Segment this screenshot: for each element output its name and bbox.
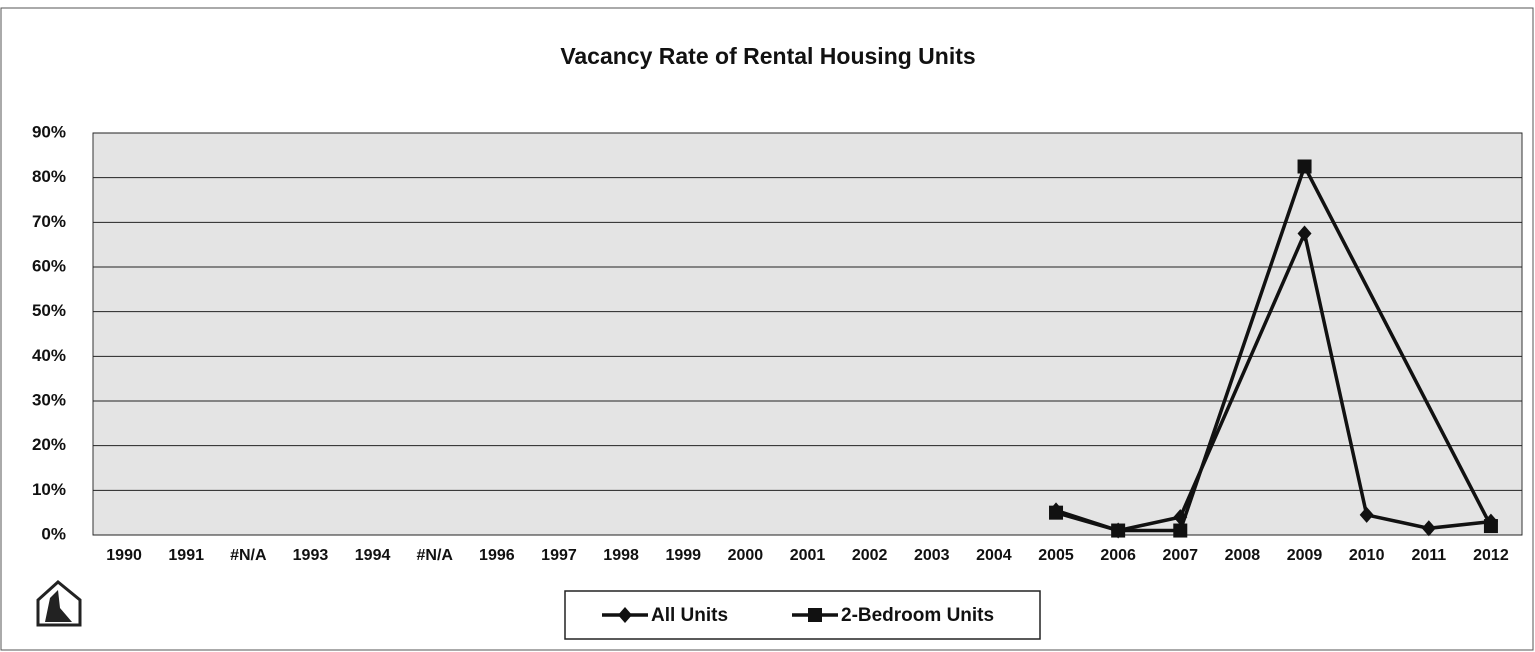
x-tick-label: #N/A [230,547,267,564]
y-tick-label: 70% [32,212,66,231]
x-tick-label: 2008 [1225,547,1261,564]
marker [1173,523,1188,538]
legend-label: All Units [651,605,728,626]
marker [1359,506,1374,523]
marker [1483,519,1498,534]
legend-marker [618,607,632,623]
x-tick-label: 2009 [1287,547,1323,564]
x-tick-label: 2002 [852,547,888,564]
x-tick-label: 2003 [914,547,950,564]
plot-area [92,132,1523,536]
x-tick-label: 2000 [728,547,764,564]
x-tick-label: #N/A [416,547,453,564]
marker [1421,520,1436,537]
y-tick-label: 60% [32,256,66,275]
x-tick-label: 2005 [1038,547,1074,564]
x-tick-label: 2001 [790,547,826,564]
chart-title: Vacancy Rate of Rental Housing Units [560,43,975,69]
y-tick-label: 40% [32,346,66,365]
y-tick-label: 20% [32,435,66,454]
x-tick-label: 1996 [479,547,515,564]
x-tick-label: 2010 [1349,547,1385,564]
legend-marker [808,608,822,622]
x-tick-label: 1997 [541,547,577,564]
marker [1297,225,1312,242]
y-tick-label: 10% [32,480,66,499]
y-tick-label: 30% [32,390,66,409]
x-tick-label: 1990 [106,547,142,564]
marker [1111,523,1126,538]
x-tick-label: 1991 [168,547,204,564]
y-tick-label: 80% [32,167,66,186]
x-tick-label: 1999 [665,547,701,564]
x-tick-label: 2012 [1473,547,1509,564]
y-tick-label: 50% [32,301,66,320]
logo [36,580,82,627]
y-tick-label: 90% [32,122,66,141]
x-tick-label: 2004 [976,547,1012,564]
x-tick-label: 2007 [1162,547,1198,564]
marker [1049,505,1064,520]
legend-label: 2-Bedroom Units [841,605,994,626]
x-tick-label: 2011 [1411,547,1446,564]
x-tick-label: 2006 [1100,547,1136,564]
y-tick-label: 0% [41,524,66,543]
marker [1297,159,1312,174]
x-tick-label: 1994 [355,547,391,564]
x-tick-label: 1993 [293,547,329,564]
x-tick-label: 1998 [603,547,639,564]
